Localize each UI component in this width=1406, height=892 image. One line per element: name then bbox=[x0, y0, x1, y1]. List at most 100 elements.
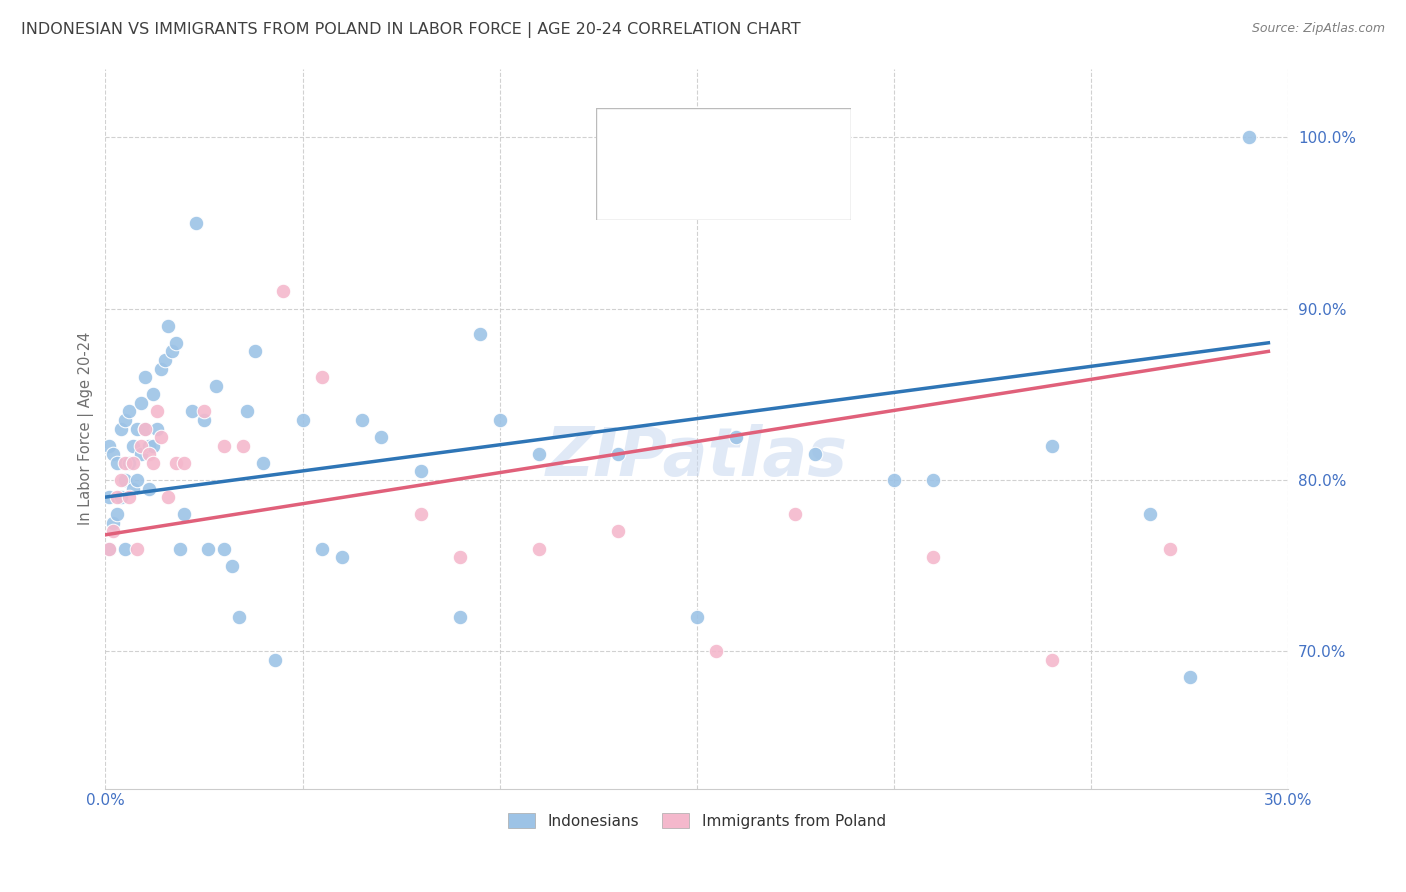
Point bbox=[785, 507, 807, 521]
Point bbox=[118, 404, 141, 418]
Y-axis label: In Labor Force | Age 20-24: In Labor Force | Age 20-24 bbox=[79, 332, 94, 525]
Point bbox=[142, 387, 165, 401]
Point bbox=[488, 413, 510, 427]
Point bbox=[114, 413, 136, 427]
Point bbox=[173, 456, 195, 470]
Point bbox=[110, 421, 132, 435]
Point bbox=[271, 285, 294, 299]
Point bbox=[129, 396, 152, 410]
Point bbox=[145, 404, 167, 418]
Point bbox=[883, 473, 905, 487]
Text: Source: ZipAtlas.com: Source: ZipAtlas.com bbox=[1251, 22, 1385, 36]
Point bbox=[122, 456, 145, 470]
Point bbox=[193, 413, 215, 427]
Point bbox=[157, 318, 180, 333]
Point bbox=[125, 473, 148, 487]
Point bbox=[125, 541, 148, 556]
Point bbox=[98, 541, 121, 556]
Point bbox=[330, 550, 353, 565]
Point bbox=[370, 430, 392, 444]
Point bbox=[184, 216, 207, 230]
Point bbox=[145, 421, 167, 435]
Point bbox=[98, 490, 121, 504]
Point bbox=[197, 541, 219, 556]
Point bbox=[138, 447, 160, 461]
Point bbox=[125, 421, 148, 435]
Point bbox=[114, 541, 136, 556]
Point bbox=[350, 413, 373, 427]
Point bbox=[134, 421, 156, 435]
Point bbox=[922, 473, 945, 487]
Point bbox=[122, 482, 145, 496]
Point bbox=[252, 456, 274, 470]
Point bbox=[153, 353, 176, 368]
Point bbox=[169, 541, 191, 556]
Point bbox=[1159, 541, 1181, 556]
Point bbox=[105, 456, 128, 470]
Point bbox=[105, 490, 128, 504]
Point bbox=[204, 378, 226, 392]
Point bbox=[236, 404, 259, 418]
Point bbox=[311, 541, 333, 556]
Point bbox=[232, 439, 254, 453]
Point bbox=[118, 490, 141, 504]
Point bbox=[134, 421, 156, 435]
Point bbox=[98, 439, 121, 453]
Point bbox=[1178, 670, 1201, 684]
Point bbox=[291, 413, 314, 427]
Point bbox=[105, 507, 128, 521]
Point bbox=[103, 524, 125, 539]
Point bbox=[1040, 439, 1063, 453]
Point bbox=[173, 507, 195, 521]
Point bbox=[725, 430, 748, 444]
Point bbox=[1237, 130, 1260, 145]
Point bbox=[606, 524, 628, 539]
Point bbox=[922, 550, 945, 565]
Text: INDONESIAN VS IMMIGRANTS FROM POLAND IN LABOR FORCE | AGE 20-24 CORRELATION CHAR: INDONESIAN VS IMMIGRANTS FROM POLAND IN … bbox=[21, 22, 800, 38]
Point bbox=[138, 482, 160, 496]
Point bbox=[122, 439, 145, 453]
Point bbox=[149, 430, 172, 444]
Point bbox=[409, 464, 432, 478]
Point bbox=[527, 447, 550, 461]
Point bbox=[221, 558, 243, 573]
Point bbox=[449, 610, 471, 624]
Point bbox=[228, 610, 250, 624]
Point bbox=[129, 447, 152, 461]
Point bbox=[686, 610, 709, 624]
Point bbox=[103, 516, 125, 530]
Point bbox=[118, 456, 141, 470]
Point bbox=[142, 439, 165, 453]
Point bbox=[468, 327, 491, 342]
Point bbox=[134, 370, 156, 384]
Point bbox=[114, 456, 136, 470]
Point bbox=[212, 541, 235, 556]
Point bbox=[449, 550, 471, 565]
Point bbox=[804, 447, 827, 461]
Point bbox=[264, 653, 287, 667]
Legend: Indonesians, Immigrants from Poland: Indonesians, Immigrants from Poland bbox=[502, 807, 891, 835]
Point bbox=[193, 404, 215, 418]
Point bbox=[103, 447, 125, 461]
Point bbox=[162, 344, 184, 359]
Point bbox=[149, 361, 172, 376]
Point bbox=[606, 447, 628, 461]
Point bbox=[165, 456, 187, 470]
Point bbox=[245, 344, 267, 359]
Text: ZIPatlas: ZIPatlas bbox=[546, 425, 848, 491]
Point bbox=[98, 541, 121, 556]
Point bbox=[409, 507, 432, 521]
Point bbox=[138, 439, 160, 453]
Point bbox=[114, 473, 136, 487]
Point bbox=[527, 541, 550, 556]
Point bbox=[1040, 653, 1063, 667]
Point bbox=[157, 490, 180, 504]
Point bbox=[1139, 507, 1161, 521]
Point bbox=[142, 456, 165, 470]
Point bbox=[129, 439, 152, 453]
Point bbox=[706, 644, 728, 658]
Point bbox=[181, 404, 204, 418]
Point bbox=[110, 490, 132, 504]
Point bbox=[110, 473, 132, 487]
Point bbox=[212, 439, 235, 453]
